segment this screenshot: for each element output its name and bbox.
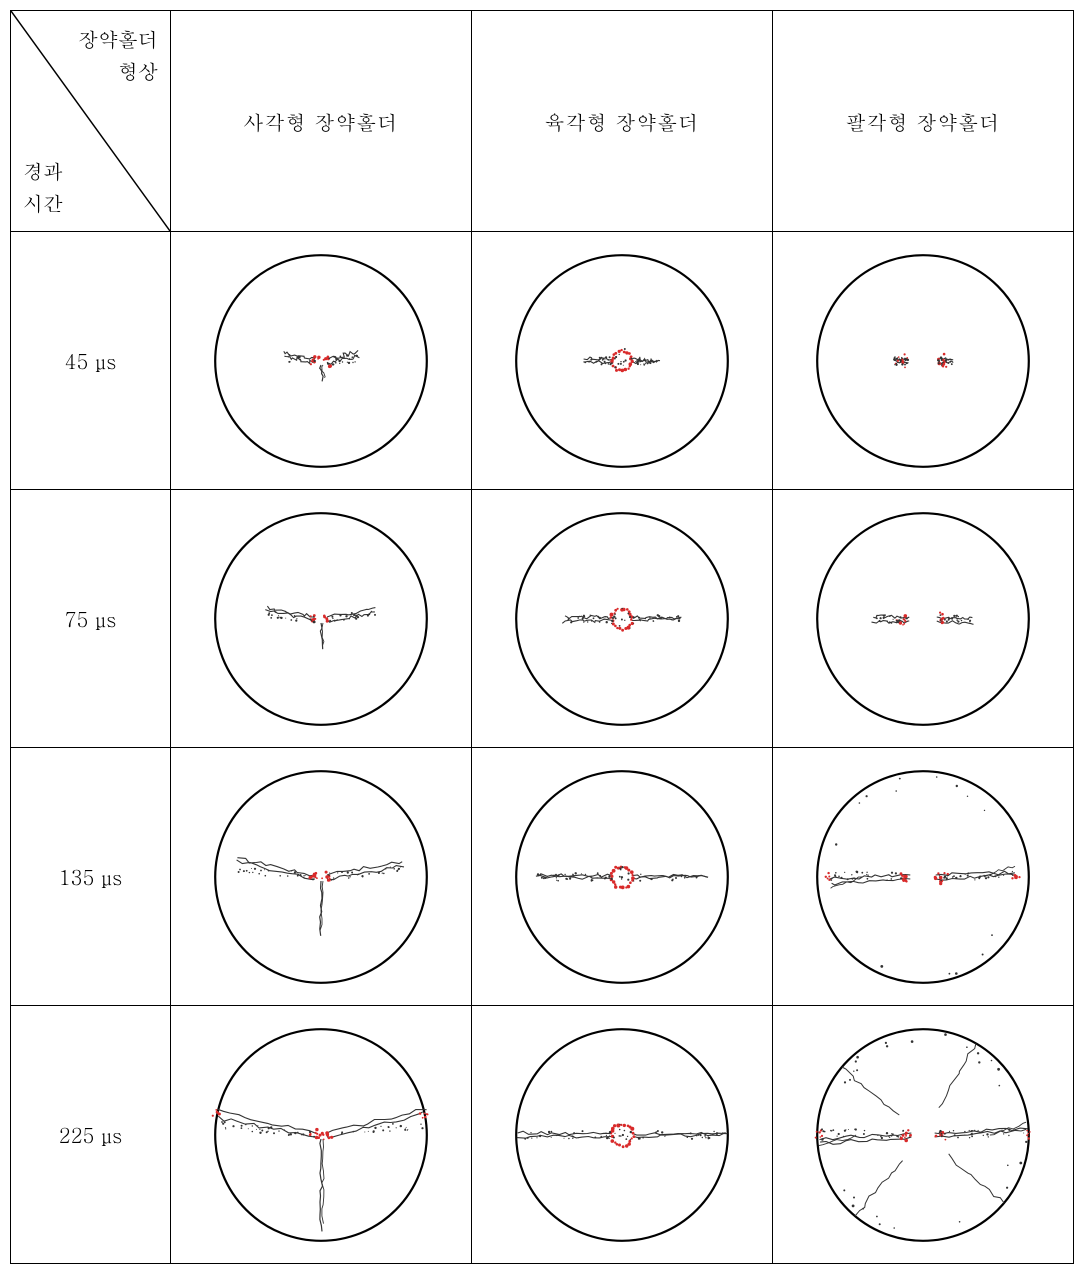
row-label-75: 75 μs	[11, 490, 171, 748]
cell-75-square	[171, 490, 472, 748]
row-75us: 75 μs	[11, 490, 1074, 748]
row-45us: 45 μs	[11, 232, 1074, 490]
row-label-135: 135 μs	[11, 748, 171, 1006]
cell-135-hex	[472, 748, 773, 1006]
col-header-oct: 팔각형 장약홀더	[773, 11, 1074, 232]
col-header-square: 사각형 장약홀더	[171, 11, 472, 232]
cell-225-hex	[472, 1006, 773, 1264]
col-header-hex: 육각형 장약홀더	[472, 11, 773, 232]
cell-135-oct	[773, 748, 1074, 1006]
cell-75-hex	[472, 490, 773, 748]
row-225us: 225 μs	[11, 1006, 1074, 1264]
cell-45-oct	[773, 232, 1074, 490]
row-label-225: 225 μs	[11, 1006, 171, 1264]
header-row: 장약홀더형상 경과시간 사각형 장약홀더 육각형 장약홀더 팔각형 장약홀더	[11, 11, 1074, 232]
cell-45-hex	[472, 232, 773, 490]
crack-propagation-table: 장약홀더형상 경과시간 사각형 장약홀더 육각형 장약홀더 팔각형 장약홀더 4…	[10, 10, 1074, 1264]
cell-225-square	[171, 1006, 472, 1264]
diag-bottom-label: 경과시간	[23, 155, 63, 219]
diag-top-label: 장약홀더형상	[78, 23, 158, 87]
row-label-45: 45 μs	[11, 232, 171, 490]
cell-225-oct	[773, 1006, 1074, 1264]
cell-135-square	[171, 748, 472, 1006]
diagonal-header-cell: 장약홀더형상 경과시간	[11, 11, 171, 232]
row-135us: 135 μs	[11, 748, 1074, 1006]
cell-45-square	[171, 232, 472, 490]
cell-75-oct	[773, 490, 1074, 748]
